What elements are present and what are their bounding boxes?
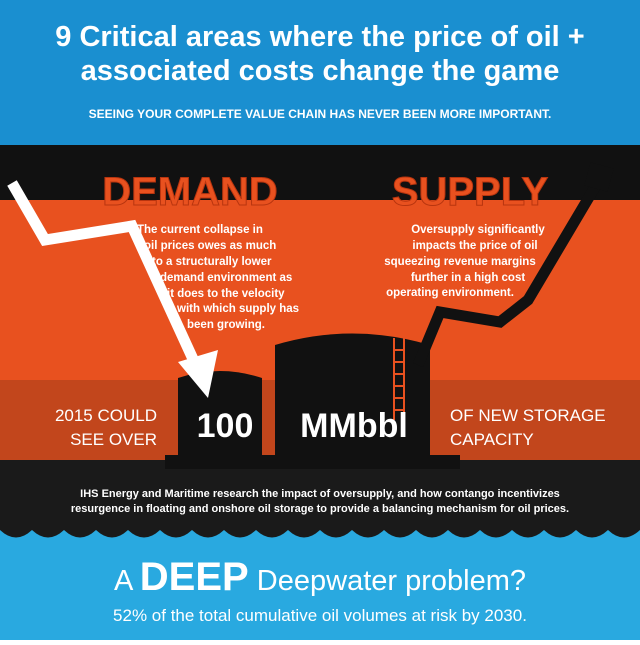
storage-left: 2015 COULD <box>55 406 157 425</box>
tank-base <box>165 455 460 469</box>
supply-heading: SUPPLY <box>392 170 549 214</box>
text-line: with which supply has <box>176 303 299 315</box>
research-line: resurgence in floating and onshore oil s… <box>71 503 569 515</box>
title-line: 9 Critical areas where the price of oil … <box>55 21 584 53</box>
text-line: operating environment. <box>386 287 514 299</box>
emphasis: DEEP <box>140 555 249 599</box>
storage-right: CAPACITY <box>450 430 534 449</box>
text-line: squeezing revenue margins <box>384 256 535 268</box>
text-line: to a structurally lower <box>152 256 272 268</box>
subtitle: SEEING YOUR COMPLETE VALUE CHAIN HAS NEV… <box>89 107 552 121</box>
demand-arrow <box>7 180 203 373</box>
deepwater-heading: A DEEP Deepwater problem? <box>114 555 526 599</box>
demand-heading: DEMAND <box>102 170 278 214</box>
arrow-head <box>178 350 218 398</box>
rest: Deepwater problem? <box>257 565 526 597</box>
supply-text: Oversupply significantly impacts the pri… <box>384 224 545 299</box>
text-line: The current collapse in <box>137 224 263 236</box>
text-line: impacts the price of oil <box>412 240 537 252</box>
text-line: been growing. <box>187 319 265 331</box>
ladder <box>393 338 405 420</box>
large-tank <box>275 333 430 455</box>
text-line: it does to the velocity <box>167 288 285 300</box>
storage-left: SEE OVER <box>70 430 157 449</box>
title-line: associated costs change the game <box>81 55 560 87</box>
demand-text: The current collapse in oil prices owes … <box>137 224 299 331</box>
wave-band <box>0 460 640 538</box>
header-band <box>0 0 640 145</box>
deepwater-subtitle: 52% of the total cumulative oil volumes … <box>113 606 527 625</box>
text-line: Oversupply significantly <box>411 224 545 236</box>
supply-line <box>412 179 603 368</box>
text-line: demand environment as <box>160 272 292 284</box>
text-line: oil prices owes as much <box>144 240 276 252</box>
storage-unit: MMbbl <box>300 407 408 445</box>
supply-end <box>584 162 614 192</box>
storage-right: OF NEW STORAGE <box>450 406 606 425</box>
small-tank <box>178 371 262 455</box>
black-band <box>0 145 640 200</box>
prefix: A <box>114 565 134 597</box>
research-line: IHS Energy and Maritime research the imp… <box>80 488 560 500</box>
storage-number: 100 <box>197 407 254 445</box>
text-line: further in a high cost <box>411 272 526 284</box>
